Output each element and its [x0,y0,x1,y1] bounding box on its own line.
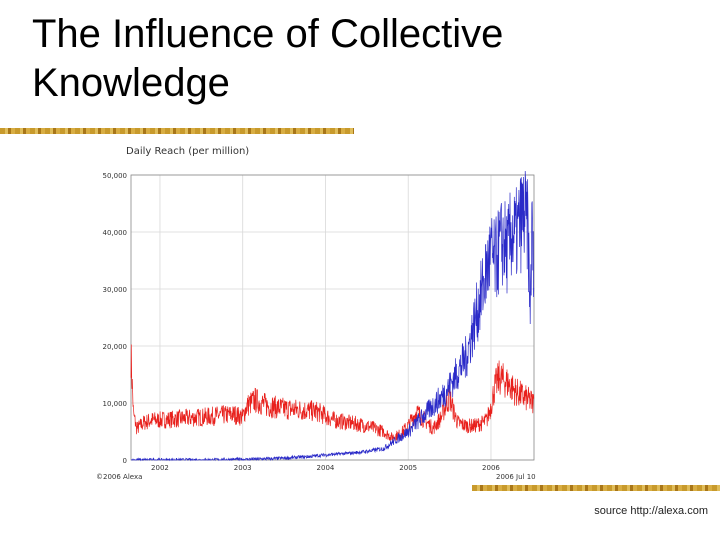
y-tick-label: 0 [123,457,127,465]
slide-title-line-1: The Influence of Collective [32,12,504,56]
slide-title: The Influence of Collective Knowledge [32,10,672,108]
source-caption: source http://alexa.com [594,505,708,517]
x-tick-label: 2006 [482,464,500,472]
x-tick-label: 2002 [151,464,169,472]
x-tick-label: 2005 [399,464,417,472]
series-line-2 [131,170,535,462]
x-tick-label: 2004 [317,464,335,472]
decorative-rule-top [0,128,354,134]
chart-series [130,170,535,462]
chart-title: Daily Reach (per million) [126,146,249,157]
series-line-1 [130,344,535,442]
chart-grid [131,174,534,461]
chart-axes: 0 10,000 20,000 30,000 40,000 50,000 2002 2003 2… [103,172,501,472]
chart-copyright: ©2006 Alexa [96,473,142,481]
slide-title-line-2: Knowledge [32,61,230,105]
y-tick-label: 30,000 [103,286,128,294]
y-tick-label: 20,000 [103,343,128,351]
y-tick-label: 40,000 [103,229,128,237]
decorative-rule-bottom [472,485,720,491]
chart-date-stamp: 2006 Jul 10 [496,473,536,481]
y-tick-label: 50,000 [103,172,128,180]
plot-frame [130,174,535,461]
x-tick-label: 2003 [234,464,252,472]
y-tick-label: 10,000 [103,400,128,408]
